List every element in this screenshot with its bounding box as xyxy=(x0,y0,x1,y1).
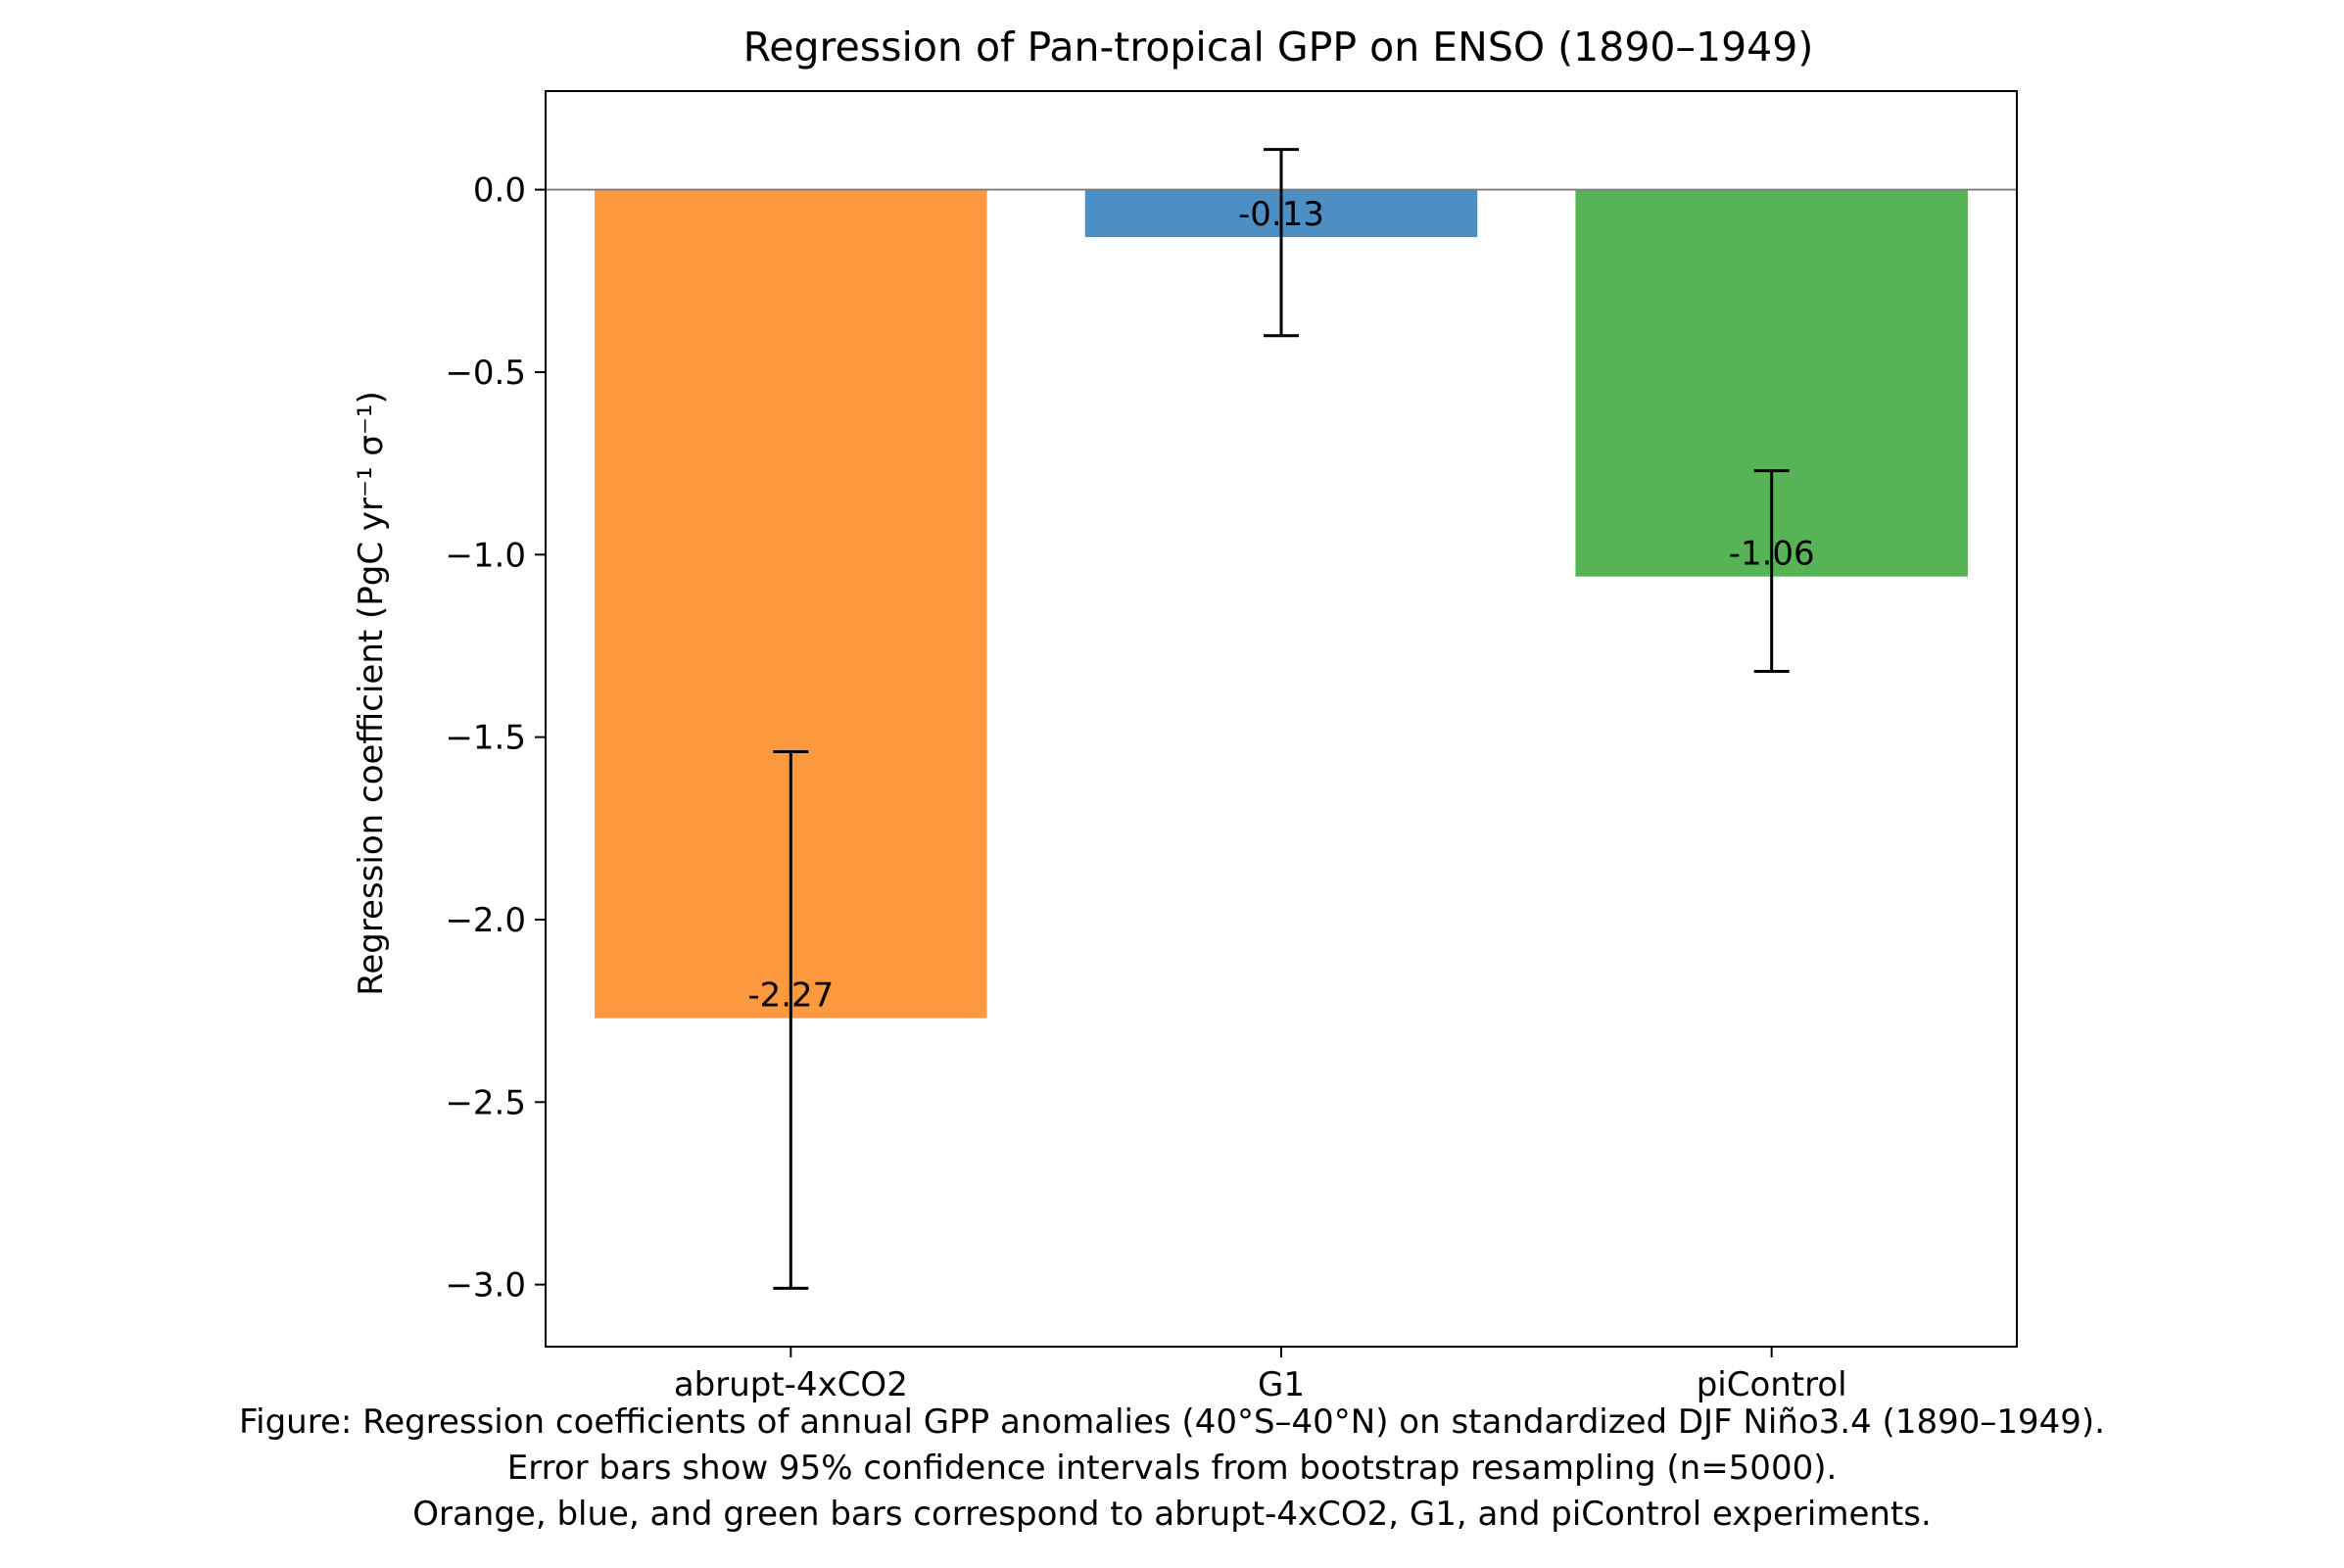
data-label-abrupt-4xCO2: -2.27 xyxy=(747,976,834,1016)
y-tick-label: −1.5 xyxy=(445,719,526,758)
data-label-piControl: -1.06 xyxy=(1729,535,1815,574)
x-tick-label: G1 xyxy=(1258,1365,1305,1404)
y-tick-label: −2.0 xyxy=(445,901,526,940)
x-tick-label: abrupt-4xCO2 xyxy=(674,1365,908,1404)
data-label-G1: -0.13 xyxy=(1238,195,1324,234)
y-tick-label: −3.0 xyxy=(445,1266,526,1306)
caption-line-1: Figure: Regression coefficients of annua… xyxy=(239,1402,2105,1442)
x-tick-label: piControl xyxy=(1697,1365,1847,1404)
y-tick-label: −1.0 xyxy=(445,536,526,575)
y-axis-label: Regression coefficient (PgC yr⁻¹ σ⁻¹) xyxy=(352,391,391,996)
caption-line-3: Orange, blue, and green bars correspond … xyxy=(412,1495,1932,1534)
chart-title: Regression of Pan-tropical GPP on ENSO (… xyxy=(743,24,1814,71)
y-tick-label: −2.5 xyxy=(445,1083,526,1122)
plot-area: -2.27 -0.13 -1.06 0.0 −0.5 −1.0 −1.5 −2.0 −2.5 −3… xyxy=(445,90,2018,1404)
y-tick-label: −0.5 xyxy=(445,354,526,393)
y-tick-label: 0.0 xyxy=(473,171,526,211)
caption-line-2: Error bars show 95% confidence intervals… xyxy=(506,1449,1838,1488)
